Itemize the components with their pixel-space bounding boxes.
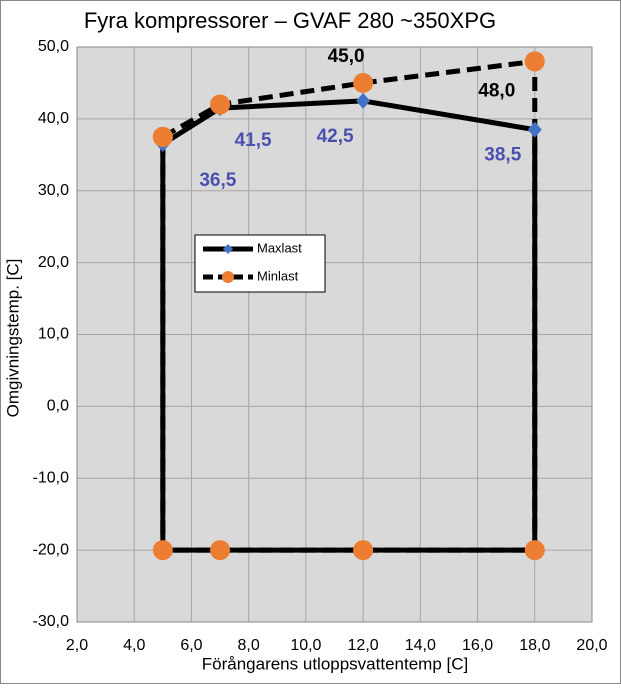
x-tick-label: 8,0 bbox=[238, 637, 260, 654]
data-label: 42,5 bbox=[317, 126, 354, 147]
chart-title: Fyra kompressorer – GVAF 280 ~350XPG bbox=[84, 8, 496, 33]
legend-label: Minlast bbox=[257, 268, 299, 283]
y-tick-label: 30,0 bbox=[38, 182, 69, 199]
marker bbox=[152, 126, 173, 147]
y-tick-label: -20,0 bbox=[33, 541, 70, 558]
x-tick-label: 20,0 bbox=[576, 637, 607, 654]
x-tick-label: 4,0 bbox=[123, 637, 145, 654]
x-tick-label: 6,0 bbox=[180, 637, 202, 654]
marker bbox=[353, 540, 374, 561]
x-tick-label: 16,0 bbox=[462, 637, 493, 654]
y-tick-label: 20,0 bbox=[38, 254, 69, 271]
x-tick-label: 10,0 bbox=[290, 637, 321, 654]
data-label: 38,5 bbox=[484, 145, 521, 166]
marker bbox=[524, 51, 545, 72]
marker bbox=[356, 92, 371, 109]
legend-marker bbox=[223, 244, 233, 254]
x-tick-label: 12,0 bbox=[348, 637, 379, 654]
plot-border bbox=[76, 46, 593, 623]
y-tick-label: 50,0 bbox=[38, 38, 69, 55]
marker bbox=[210, 540, 231, 561]
x-tick-label: 18,0 bbox=[519, 637, 550, 654]
data-label: 48,0 bbox=[478, 80, 515, 101]
marker bbox=[527, 121, 542, 138]
y-tick-label: -30,0 bbox=[33, 613, 70, 630]
x-tick-label: 2,0 bbox=[66, 637, 88, 654]
y-tick-label: -10,0 bbox=[33, 469, 70, 486]
data-label: 36,5 bbox=[199, 170, 236, 191]
data-label: 45,0 bbox=[328, 46, 365, 67]
marker bbox=[353, 72, 374, 93]
x-tick-label: 14,0 bbox=[405, 637, 436, 654]
x-axis-title: Förångarens utloppsvattentemp [C] bbox=[202, 654, 468, 673]
legend-label: Maxlast bbox=[257, 240, 302, 255]
marker bbox=[210, 94, 231, 115]
marker bbox=[152, 540, 173, 561]
legend-marker bbox=[222, 271, 234, 283]
marker bbox=[524, 540, 545, 561]
y-tick-label: 0,0 bbox=[47, 398, 69, 415]
y-tick-label: 10,0 bbox=[38, 326, 69, 343]
data-label: 41,5 bbox=[235, 130, 272, 151]
y-axis-title: Omgivningstemp. [C] bbox=[3, 259, 22, 418]
legend-box bbox=[194, 234, 326, 293]
y-tick-label: 40,0 bbox=[38, 110, 69, 127]
